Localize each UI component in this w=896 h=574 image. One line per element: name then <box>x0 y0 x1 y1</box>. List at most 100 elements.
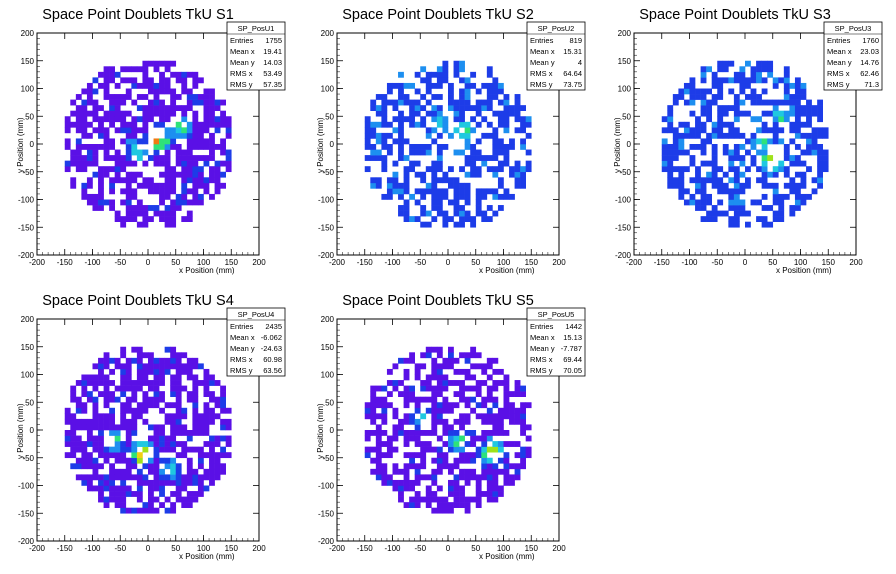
bin <box>120 216 127 222</box>
bin <box>209 121 215 128</box>
bin <box>481 491 488 497</box>
bin <box>728 177 735 184</box>
bin <box>497 446 504 453</box>
bin <box>364 452 371 459</box>
chart-panel-2: Space Point Doublets TkU S2-200-200-150-… <box>316 7 586 275</box>
bin <box>403 463 410 470</box>
x-tick-label: 200 <box>552 544 566 553</box>
bin <box>403 430 410 436</box>
bin <box>175 149 182 156</box>
bin <box>386 441 393 447</box>
bin <box>170 110 177 117</box>
bin <box>706 110 712 117</box>
bin <box>442 210 449 217</box>
bin <box>81 132 88 139</box>
bin <box>153 210 160 217</box>
bin <box>153 188 160 195</box>
bin <box>175 127 182 134</box>
x-tick-label: 0 <box>146 544 151 553</box>
bin <box>86 457 93 464</box>
bin <box>667 110 674 117</box>
bin <box>220 435 226 442</box>
bin <box>109 424 115 431</box>
bin <box>364 430 371 436</box>
bin <box>453 357 460 364</box>
bin <box>806 166 812 173</box>
bin <box>700 160 707 167</box>
bin <box>667 155 674 161</box>
bin <box>209 435 215 442</box>
bin <box>470 363 477 370</box>
bin <box>120 374 127 381</box>
bin <box>75 435 82 442</box>
bin <box>120 127 127 134</box>
bin <box>817 105 823 111</box>
bin <box>464 105 471 111</box>
stats-row-label: Mean x <box>230 47 255 56</box>
bin <box>181 424 188 431</box>
bin <box>192 171 199 178</box>
bin <box>170 182 177 189</box>
bin <box>370 132 377 139</box>
bin <box>700 138 707 145</box>
bin <box>153 60 160 67</box>
bin <box>75 418 82 425</box>
bin <box>159 138 165 145</box>
bin <box>370 155 377 161</box>
bin <box>136 138 143 145</box>
bin <box>220 171 226 178</box>
bin <box>661 166 668 173</box>
bin <box>186 491 193 497</box>
bin <box>772 82 779 89</box>
bin <box>414 441 421 447</box>
bin <box>497 407 504 414</box>
bin <box>103 116 110 123</box>
bin <box>448 94 454 100</box>
bin <box>209 105 215 111</box>
bin <box>817 155 823 161</box>
bin <box>75 441 82 447</box>
bin <box>486 216 493 222</box>
bin <box>131 171 138 178</box>
bin <box>431 82 438 89</box>
bin <box>175 105 182 111</box>
bin <box>442 385 449 392</box>
bin <box>497 430 504 436</box>
bin <box>92 474 99 481</box>
bin <box>503 121 510 128</box>
bin <box>700 199 707 206</box>
bin <box>475 496 482 503</box>
bin <box>381 468 388 475</box>
bin <box>175 491 182 497</box>
bin <box>409 452 415 459</box>
bin <box>453 496 460 503</box>
bin <box>733 193 740 200</box>
bin <box>706 171 712 178</box>
bin <box>175 418 182 425</box>
bin <box>398 496 404 503</box>
bin <box>109 121 115 128</box>
bin <box>420 352 427 359</box>
bin <box>103 149 110 156</box>
bin <box>794 205 801 211</box>
bin <box>131 430 138 436</box>
bin <box>767 66 774 73</box>
stats-row-label: Mean x <box>827 47 852 56</box>
bin <box>197 485 204 492</box>
bin <box>767 221 774 228</box>
bin <box>148 402 154 409</box>
bin <box>175 71 182 78</box>
bin <box>103 94 110 100</box>
bin <box>678 138 685 145</box>
bin <box>497 177 504 184</box>
bin <box>772 216 779 222</box>
bin <box>453 368 460 375</box>
bin <box>125 418 132 425</box>
bin <box>453 502 460 508</box>
bin <box>403 99 410 106</box>
bin <box>689 193 696 200</box>
bin <box>717 166 724 173</box>
bin <box>733 127 740 134</box>
bin <box>464 216 471 222</box>
